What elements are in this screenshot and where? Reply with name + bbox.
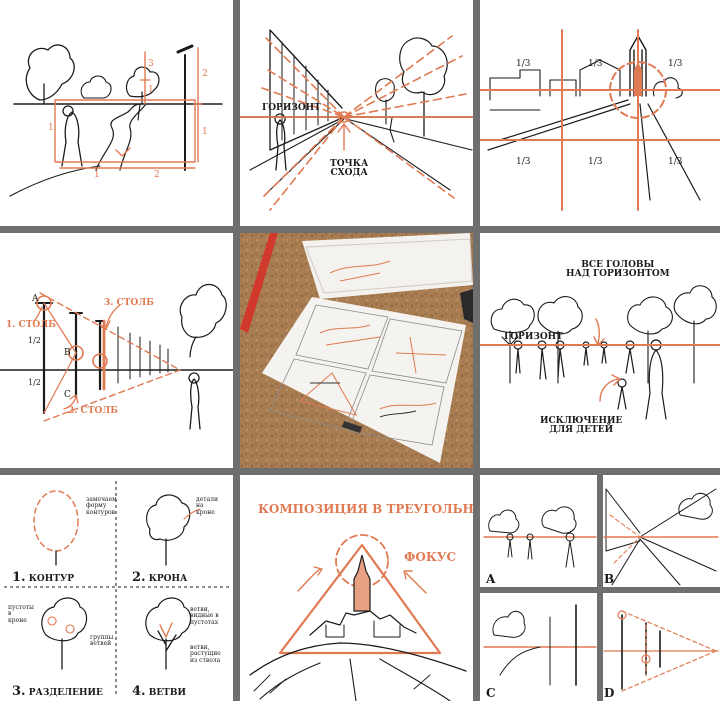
third-top-right: 1/3: [668, 59, 683, 69]
poles-sketch: [0, 283, 233, 430]
tile-rule-of-thirds: 1/3 1/3 1/3 1/3 1/3 1/3: [480, 0, 720, 226]
note-trunk-branches: ветви, растущие из ствола: [190, 644, 221, 664]
horizon-label: ГОРИЗОНТ: [262, 103, 321, 113]
vanishing-point-label: ТОЧКА СХОДА: [330, 159, 369, 179]
collage-sketch: [480, 475, 720, 701]
focus-label: ФОКУС: [404, 550, 457, 564]
pole-1-label: 1. СТОЛБ: [6, 320, 56, 330]
point-c: C: [64, 390, 71, 400]
pole-3-label: 3. СТОЛБ: [104, 298, 154, 308]
note-crown-details: детали на кроне: [196, 496, 218, 516]
label-1-right: 1: [202, 127, 208, 137]
tile-tree-steps: замечаем форму контуров детали на кроне …: [0, 475, 233, 701]
panel-c-label: C: [486, 686, 496, 700]
tile-triangle-composition: КОМПОЗИЦИЯ В ТРЕУГОЛЬНИКЕ ФОКУС: [240, 475, 473, 701]
point-a: A: [32, 294, 39, 304]
note-voids: пустоты в кроне: [8, 604, 34, 624]
note-contour: замечаем форму контуров: [86, 496, 117, 516]
tile-cards-photo: [240, 233, 473, 468]
triangle-composition-sketch: [249, 534, 467, 701]
label-1-bottom: 1: [94, 170, 100, 180]
third-top-mid: 1/3: [588, 59, 603, 69]
label-2-bottom: 2: [154, 170, 160, 180]
tile-proportions: 1 1 2 2 1 3 1: [0, 0, 233, 226]
panel-b-label: B: [604, 572, 615, 586]
panel-d-label: D: [604, 686, 615, 700]
step1-label: 1. КОНТУР: [12, 570, 75, 585]
panel-a-label: A: [486, 572, 496, 586]
third-top-left: 1/3: [516, 59, 531, 69]
label-1-top: 1: [148, 85, 154, 95]
tile-poles: 1. СТОЛБ 2. СТОЛБ 3. СТОЛБ A B C 1/2 1/2: [0, 233, 233, 468]
tile-collage: A B C D: [480, 475, 720, 701]
tile-vanishing-point: ГОРИЗОНТ ТОЧКА СХОДА: [240, 0, 473, 226]
half-upper: 1/2: [28, 336, 41, 345]
step2-label: 2. КРОНА: [132, 570, 188, 585]
tile-heads-horizon: ВСЕ ГОЛОВЫ НАД ГОРИЗОНТОМ ГОРИЗОНТ ИСКЛЮ…: [480, 233, 720, 468]
point-b: B: [64, 348, 71, 358]
third-bottom-right: 1/3: [668, 157, 683, 167]
third-bottom-left: 1/3: [516, 157, 531, 167]
triangle-title: КОМПОЗИЦИЯ В ТРЕУГОЛЬНИКЕ: [258, 502, 473, 516]
horizon-label: ГОРИЗОНТ: [504, 332, 563, 342]
rule-of-thirds-sketch: [480, 29, 720, 211]
step4-label: 4. ВЕТВИ: [132, 684, 186, 699]
third-bottom-mid: 1/3: [588, 157, 603, 167]
cards-photo: [240, 233, 473, 468]
exception-label: ИСКЛЮЧЕНИЕ ДЛЯ ДЕТЕЙ: [540, 416, 623, 436]
proportions-sketch: [9, 44, 223, 197]
tree-steps-sketch: [4, 481, 229, 695]
label-3: 3: [148, 59, 154, 69]
step3-label: 3. РАЗДЕЛЕНИЕ: [12, 684, 103, 699]
heads-title: ВСЕ ГОЛОВЫ НАД ГОРИЗОНТОМ: [566, 260, 670, 280]
pole-2-label: 2. СТОЛБ: [68, 406, 118, 416]
note-branch-groups: группы ветвей: [90, 634, 114, 648]
heads-horizon-sketch: [480, 285, 720, 420]
half-lower: 1/2: [28, 378, 41, 387]
label-1-left: 1: [48, 123, 54, 133]
label-2-right: 2: [202, 69, 208, 79]
vanishing-point-sketch: [240, 29, 473, 211]
note-visible-branches: ветви, видные в пустотах: [190, 606, 219, 626]
